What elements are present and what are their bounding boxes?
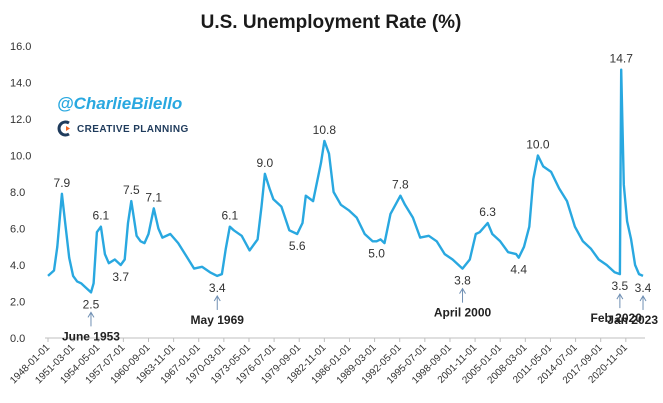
x-axis: 1948-01-011951-03-011954-05-011957-07-01… (8, 338, 630, 386)
data-label: 6.1 (221, 209, 238, 223)
data-label: 7.9 (54, 176, 71, 190)
data-label: 5.6 (289, 239, 306, 253)
y-tick-label: 10.0 (10, 151, 31, 163)
twitter-handle: @CharlieBilello (57, 94, 182, 113)
creative-planning-logo-icon (57, 120, 70, 137)
data-label: 3.8 (454, 274, 471, 288)
data-label: 2.5 (83, 297, 100, 311)
logo-arc (57, 120, 70, 137)
data-label: 14.7 (610, 52, 634, 66)
y-tick-label: 12.0 (10, 114, 31, 126)
logo-accent (66, 126, 70, 131)
data-label: 6.1 (93, 209, 110, 223)
annotation-arrowhead (87, 311, 95, 318)
y-tick-label: 8.0 (10, 187, 25, 199)
y-tick-label: 2.0 (10, 297, 25, 309)
annotation-arrowhead (616, 293, 624, 300)
y-tick-label: 4.0 (10, 260, 25, 272)
value-labels: 7.9 2.5 6.1 3.7 7.5 7.1 3.4 6.1 9.0 5.6 10.8 5.0 7.8… (54, 52, 652, 312)
data-label: 5.0 (368, 246, 385, 260)
annotation-arrowhead (639, 294, 647, 302)
annotation-label: Feb 2020 (591, 311, 643, 325)
data-label: 3.4 (209, 281, 226, 295)
annotation-label: April 2000 (434, 306, 492, 320)
y-tick-label: 14.0 (10, 78, 31, 90)
y-tick-label: 16.0 (10, 41, 31, 53)
y-axis: 0.0 2.0 4.0 6.0 8.0 10.0 12.0 14.0 16.0 (10, 41, 31, 345)
data-label: 9.0 (257, 156, 274, 170)
series-line (47, 68, 644, 294)
data-label: 3.7 (112, 270, 129, 284)
data-label: 6.3 (479, 205, 496, 219)
data-label: 4.4 (510, 263, 527, 277)
annotation-label: June 1953 (62, 329, 120, 343)
y-tick-label: 0.0 (10, 333, 25, 345)
annotation-label: May 1969 (191, 313, 245, 327)
company-name: CREATIVE PLANNING (77, 124, 189, 135)
data-label: 10.0 (526, 138, 550, 152)
annotation-label: Jan 2023 (607, 313, 658, 327)
annotation-arrowhead (459, 287, 466, 294)
y-tick-label: 6.0 (10, 224, 25, 236)
branding: @CharlieBilello CREATIVE PLANNING (57, 94, 189, 137)
data-label: 3.4 (635, 281, 652, 295)
data-label: 7.8 (392, 178, 409, 192)
data-label: 3.5 (612, 279, 629, 293)
data-label: 10.8 (313, 123, 337, 137)
chart-title: U.S. Unemployment Rate (%) (201, 12, 462, 33)
annotation-arrowhead (213, 294, 221, 302)
data-label: 7.1 (145, 190, 162, 204)
data-label: 7.5 (123, 183, 140, 197)
